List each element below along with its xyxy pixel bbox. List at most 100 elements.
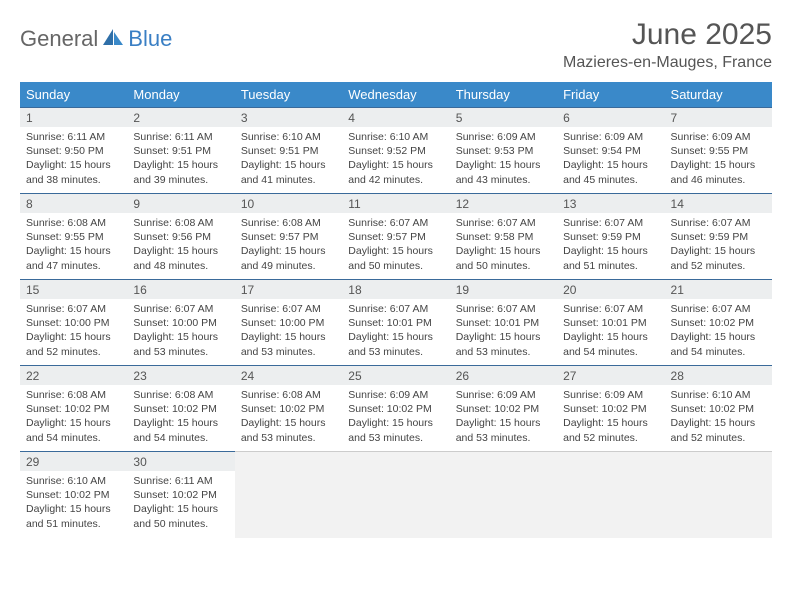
day-details: Sunrise: 6:08 AMSunset: 9:57 PMDaylight:…	[235, 213, 342, 277]
calendar-cell-empty	[342, 452, 449, 538]
day-number: 12	[450, 194, 557, 213]
day-details: Sunrise: 6:11 AMSunset: 9:50 PMDaylight:…	[20, 127, 127, 191]
day-number: 6	[557, 108, 664, 127]
day-number: 29	[20, 452, 127, 471]
day-details: Sunrise: 6:07 AMSunset: 10:01 PMDaylight…	[557, 299, 664, 363]
calendar-cell: 8Sunrise: 6:08 AMSunset: 9:55 PMDaylight…	[20, 194, 127, 280]
day-number: 4	[342, 108, 449, 127]
calendar-cell: 21Sunrise: 6:07 AMSunset: 10:02 PMDaylig…	[665, 280, 772, 366]
day-number: 19	[450, 280, 557, 299]
day-number: 22	[20, 366, 127, 385]
calendar-cell: 9Sunrise: 6:08 AMSunset: 9:56 PMDaylight…	[127, 194, 234, 280]
calendar-cell-empty	[235, 452, 342, 538]
day-details: Sunrise: 6:08 AMSunset: 9:56 PMDaylight:…	[127, 213, 234, 277]
calendar-cell: 26Sunrise: 6:09 AMSunset: 10:02 PMDaylig…	[450, 366, 557, 452]
calendar-cell: 28Sunrise: 6:10 AMSunset: 10:02 PMDaylig…	[665, 366, 772, 452]
calendar-cell: 30Sunrise: 6:11 AMSunset: 10:02 PMDaylig…	[127, 452, 234, 538]
day-details: Sunrise: 6:08 AMSunset: 10:02 PMDaylight…	[127, 385, 234, 449]
day-details: Sunrise: 6:07 AMSunset: 10:00 PMDaylight…	[127, 299, 234, 363]
day-number: 13	[557, 194, 664, 213]
calendar-row: 15Sunrise: 6:07 AMSunset: 10:00 PMDaylig…	[20, 280, 772, 366]
day-details: Sunrise: 6:07 AMSunset: 10:00 PMDaylight…	[235, 299, 342, 363]
calendar-cell: 19Sunrise: 6:07 AMSunset: 10:01 PMDaylig…	[450, 280, 557, 366]
day-number: 21	[665, 280, 772, 299]
calendar-cell: 15Sunrise: 6:07 AMSunset: 10:00 PMDaylig…	[20, 280, 127, 366]
day-number: 15	[20, 280, 127, 299]
col-header: Sunday	[20, 82, 127, 108]
logo: General Blue	[20, 26, 172, 52]
day-details: Sunrise: 6:07 AMSunset: 9:57 PMDaylight:…	[342, 213, 449, 277]
day-details: Sunrise: 6:07 AMSunset: 9:59 PMDaylight:…	[665, 213, 772, 277]
day-number: 1	[20, 108, 127, 127]
location: Mazieres-en-Mauges, France	[563, 54, 772, 72]
calendar-cell: 12Sunrise: 6:07 AMSunset: 9:58 PMDayligh…	[450, 194, 557, 280]
day-details: Sunrise: 6:11 AMSunset: 9:51 PMDaylight:…	[127, 127, 234, 191]
title-block: June 2025 Mazieres-en-Mauges, France	[563, 18, 772, 72]
day-number: 20	[557, 280, 664, 299]
day-number: 8	[20, 194, 127, 213]
calendar-cell: 10Sunrise: 6:08 AMSunset: 9:57 PMDayligh…	[235, 194, 342, 280]
day-number: 26	[450, 366, 557, 385]
day-details: Sunrise: 6:08 AMSunset: 9:55 PMDaylight:…	[20, 213, 127, 277]
calendar-cell: 14Sunrise: 6:07 AMSunset: 9:59 PMDayligh…	[665, 194, 772, 280]
day-details: Sunrise: 6:09 AMSunset: 10:02 PMDaylight…	[342, 385, 449, 449]
calendar-cell: 11Sunrise: 6:07 AMSunset: 9:57 PMDayligh…	[342, 194, 449, 280]
calendar-cell: 24Sunrise: 6:08 AMSunset: 10:02 PMDaylig…	[235, 366, 342, 452]
day-number: 30	[127, 452, 234, 471]
day-number: 18	[342, 280, 449, 299]
calendar-cell: 13Sunrise: 6:07 AMSunset: 9:59 PMDayligh…	[557, 194, 664, 280]
day-details: Sunrise: 6:08 AMSunset: 10:02 PMDaylight…	[235, 385, 342, 449]
day-details: Sunrise: 6:07 AMSunset: 10:00 PMDaylight…	[20, 299, 127, 363]
calendar-head: SundayMondayTuesdayWednesdayThursdayFrid…	[20, 82, 772, 108]
day-details: Sunrise: 6:09 AMSunset: 10:02 PMDaylight…	[557, 385, 664, 449]
calendar-cell: 3Sunrise: 6:10 AMSunset: 9:51 PMDaylight…	[235, 108, 342, 194]
day-details: Sunrise: 6:11 AMSunset: 10:02 PMDaylight…	[127, 471, 234, 535]
day-number: 24	[235, 366, 342, 385]
col-header: Tuesday	[235, 82, 342, 108]
day-number: 2	[127, 108, 234, 127]
calendar-cell: 18Sunrise: 6:07 AMSunset: 10:01 PMDaylig…	[342, 280, 449, 366]
col-header: Friday	[557, 82, 664, 108]
logo-text-blue: Blue	[128, 26, 172, 52]
day-details: Sunrise: 6:09 AMSunset: 9:53 PMDaylight:…	[450, 127, 557, 191]
logo-sail-icon	[102, 26, 124, 52]
col-header: Wednesday	[342, 82, 449, 108]
month-title: June 2025	[563, 18, 772, 52]
calendar-cell: 25Sunrise: 6:09 AMSunset: 10:02 PMDaylig…	[342, 366, 449, 452]
day-details: Sunrise: 6:09 AMSunset: 9:55 PMDaylight:…	[665, 127, 772, 191]
day-number: 7	[665, 108, 772, 127]
day-number: 3	[235, 108, 342, 127]
calendar-cell: 16Sunrise: 6:07 AMSunset: 10:00 PMDaylig…	[127, 280, 234, 366]
day-number: 9	[127, 194, 234, 213]
calendar-cell: 4Sunrise: 6:10 AMSunset: 9:52 PMDaylight…	[342, 108, 449, 194]
day-number: 25	[342, 366, 449, 385]
calendar-cell: 27Sunrise: 6:09 AMSunset: 10:02 PMDaylig…	[557, 366, 664, 452]
calendar-cell: 7Sunrise: 6:09 AMSunset: 9:55 PMDaylight…	[665, 108, 772, 194]
calendar-cell: 1Sunrise: 6:11 AMSunset: 9:50 PMDaylight…	[20, 108, 127, 194]
day-number: 10	[235, 194, 342, 213]
day-details: Sunrise: 6:07 AMSunset: 10:01 PMDaylight…	[450, 299, 557, 363]
calendar-row: 1Sunrise: 6:11 AMSunset: 9:50 PMDaylight…	[20, 108, 772, 194]
day-details: Sunrise: 6:09 AMSunset: 9:54 PMDaylight:…	[557, 127, 664, 191]
day-number: 5	[450, 108, 557, 127]
day-details: Sunrise: 6:10 AMSunset: 10:02 PMDaylight…	[665, 385, 772, 449]
calendar-cell: 17Sunrise: 6:07 AMSunset: 10:00 PMDaylig…	[235, 280, 342, 366]
day-number: 11	[342, 194, 449, 213]
calendar-cell: 6Sunrise: 6:09 AMSunset: 9:54 PMDaylight…	[557, 108, 664, 194]
calendar-cell: 2Sunrise: 6:11 AMSunset: 9:51 PMDaylight…	[127, 108, 234, 194]
calendar-row: 8Sunrise: 6:08 AMSunset: 9:55 PMDaylight…	[20, 194, 772, 280]
day-details: Sunrise: 6:07 AMSunset: 9:59 PMDaylight:…	[557, 213, 664, 277]
day-number: 23	[127, 366, 234, 385]
calendar-page: General Blue June 2025 Mazieres-en-Mauge…	[0, 0, 792, 548]
day-number: 27	[557, 366, 664, 385]
calendar-cell-empty	[665, 452, 772, 538]
calendar-cell: 23Sunrise: 6:08 AMSunset: 10:02 PMDaylig…	[127, 366, 234, 452]
col-header: Monday	[127, 82, 234, 108]
calendar-cell: 22Sunrise: 6:08 AMSunset: 10:02 PMDaylig…	[20, 366, 127, 452]
col-header: Saturday	[665, 82, 772, 108]
calendar-row: 29Sunrise: 6:10 AMSunset: 10:02 PMDaylig…	[20, 452, 772, 538]
logo-text-general: General	[20, 26, 98, 52]
day-number: 16	[127, 280, 234, 299]
calendar-row: 22Sunrise: 6:08 AMSunset: 10:02 PMDaylig…	[20, 366, 772, 452]
day-number: 28	[665, 366, 772, 385]
